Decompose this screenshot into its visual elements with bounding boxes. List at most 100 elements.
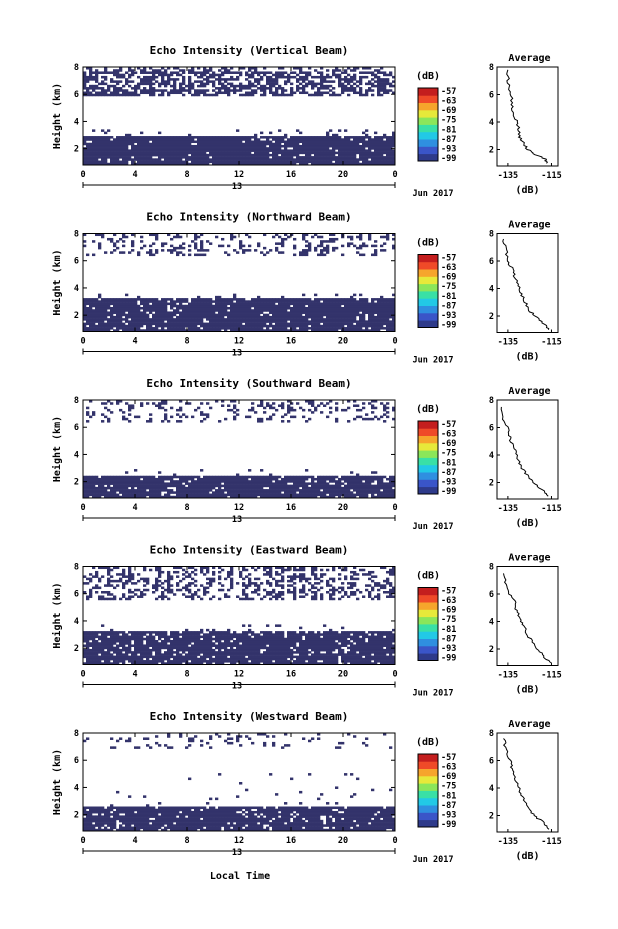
- echo-cell: [146, 78, 150, 81]
- echo-cell: [95, 307, 99, 310]
- echo-cell: [209, 477, 213, 481]
- echo-cell: [392, 311, 396, 314]
- echo-cell: [107, 300, 111, 303]
- echo-cell: [230, 482, 234, 485]
- echo-cell: [230, 309, 234, 312]
- echo-cell: [143, 149, 147, 152]
- echo-cell: [122, 486, 126, 490]
- echo-cell: [125, 313, 129, 317]
- echo-cell: [239, 142, 243, 146]
- echo-cell: [113, 484, 117, 488]
- echo-cell: [353, 477, 357, 481]
- echo-cell: [122, 153, 126, 157]
- echo-cell: [194, 320, 198, 323]
- echo-cell: [203, 475, 207, 479]
- echo-cell: [260, 491, 264, 494]
- echo-cell: [236, 489, 240, 492]
- echo-cell: [287, 158, 291, 161]
- echo-cell: [320, 82, 324, 86]
- echo-cell: [200, 151, 204, 155]
- echo-cell: [92, 138, 96, 141]
- echo-cell: [197, 136, 201, 139]
- echo-cell: [272, 300, 276, 303]
- echo-cell: [176, 160, 180, 164]
- echo-cell: [83, 491, 87, 494]
- echo-cell: [320, 162, 324, 166]
- echo-cell: [341, 158, 345, 161]
- echo-cell: [245, 304, 249, 308]
- echo-cell: [197, 149, 201, 152]
- echo-cell: [233, 293, 237, 297]
- echo-cell: [281, 138, 285, 141]
- echo-cell: [302, 160, 306, 164]
- echo-cell: [98, 136, 102, 139]
- echo-cell: [272, 153, 276, 157]
- echo-cell: [116, 89, 120, 92]
- echo-cell: [140, 315, 144, 319]
- echo-cell: [158, 495, 162, 499]
- echo-cell: [221, 309, 225, 312]
- echo-cell: [128, 484, 132, 488]
- echo-cell: [101, 304, 105, 308]
- echo-cell: [305, 71, 309, 74]
- echo-cell: [290, 311, 294, 314]
- echo-cell: [392, 484, 396, 488]
- echo-cell: [221, 495, 225, 499]
- echo-cell: [134, 482, 138, 485]
- echo-cell: [344, 493, 348, 497]
- echo-cell: [251, 149, 255, 152]
- echo-cell: [332, 484, 336, 488]
- echo-cell: [83, 495, 87, 499]
- echo-cell: [125, 300, 129, 303]
- echo-cell: [236, 300, 240, 303]
- echo-cell: [350, 313, 354, 317]
- echo-cell: [326, 322, 330, 326]
- echo-cell: [302, 477, 306, 481]
- echo-cell: [374, 158, 378, 161]
- echo-cell: [296, 320, 300, 323]
- echo-cell: [122, 318, 126, 321]
- echo-cell: [218, 136, 222, 139]
- echo-cell: [260, 93, 264, 97]
- echo-cell: [362, 136, 366, 139]
- echo-cell: [290, 309, 294, 312]
- echo-cell: [233, 417, 237, 421]
- echo-cell: [269, 315, 273, 319]
- echo-cell: [296, 304, 300, 308]
- echo-cell: [248, 307, 252, 310]
- echo-cell: [299, 304, 303, 308]
- echo-cell: [122, 144, 126, 148]
- echo-cell: [275, 142, 279, 146]
- echo-cell: [377, 318, 381, 321]
- echo-cell: [287, 162, 291, 166]
- echo-cell: [236, 491, 240, 494]
- echo-cell: [257, 244, 261, 248]
- echo-cell: [200, 82, 204, 86]
- echo-cell: [371, 489, 375, 492]
- echo-cell: [143, 477, 147, 481]
- echo-cell: [218, 315, 222, 319]
- echo-cell: [347, 327, 351, 330]
- echo-cell: [347, 309, 351, 312]
- echo-cell: [266, 489, 270, 492]
- echo-cell: [245, 493, 249, 497]
- echo-cell: [149, 233, 153, 237]
- echo-cell: [95, 486, 99, 490]
- echo-cell: [287, 156, 291, 159]
- echo-cell: [182, 477, 186, 481]
- echo-cell: [254, 249, 258, 252]
- echo-cell: [125, 315, 129, 319]
- echo-cell: [308, 300, 312, 303]
- echo-cell: [125, 151, 129, 155]
- echo-cell: [368, 153, 372, 157]
- echo-cell: [347, 78, 351, 81]
- panel-title: Echo Intensity (Southward Beam): [146, 377, 351, 390]
- echo-cell: [119, 73, 123, 77]
- echo-cell: [269, 475, 273, 479]
- echo-cell: [167, 147, 171, 150]
- echo-cell: [218, 151, 222, 155]
- echo-cell: [200, 484, 204, 488]
- echo-cell: [116, 489, 120, 492]
- echo-cell: [116, 149, 120, 152]
- average-profile-line: [502, 238, 550, 330]
